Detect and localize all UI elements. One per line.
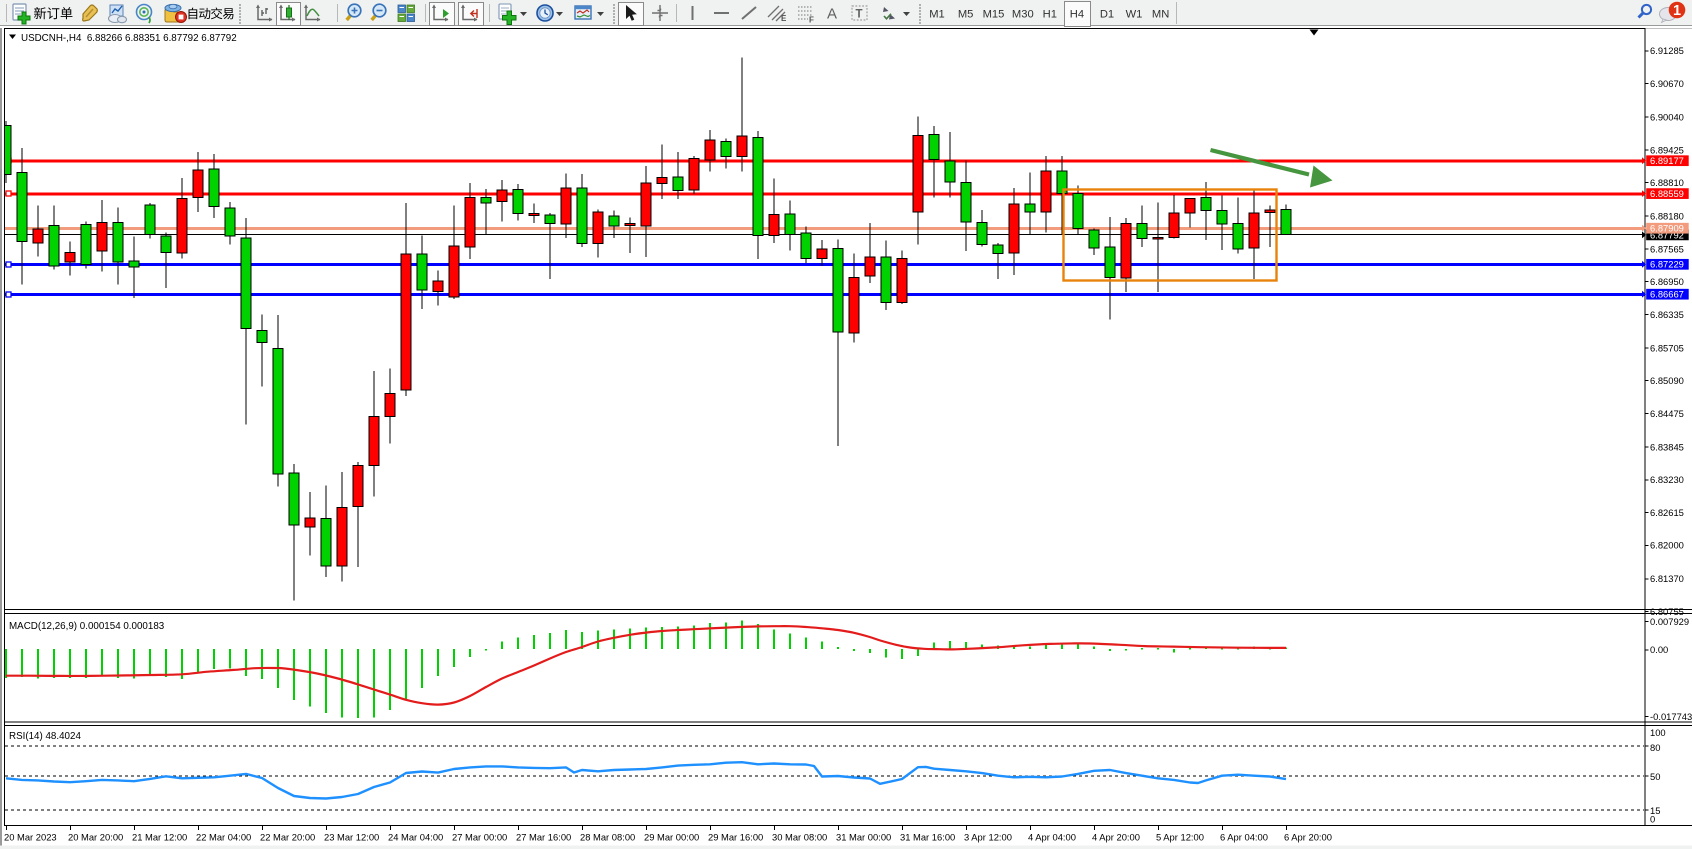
svg-text:6.86950: 6.86950 (1650, 276, 1684, 287)
svg-text:RSI(14) 48.4024: RSI(14) 48.4024 (9, 731, 81, 742)
svg-text:6.90040: 6.90040 (1650, 112, 1684, 123)
svg-text:27 Mar 00:00: 27 Mar 00:00 (452, 832, 507, 843)
svg-text:6.88559: 6.88559 (1650, 188, 1684, 199)
svg-text:H1: H1 (1043, 9, 1057, 21)
svg-text:-0.017743: -0.017743 (1650, 711, 1692, 722)
svg-text:T: T (856, 9, 863, 21)
svg-text:D1: D1 (1100, 9, 1114, 21)
svg-text:29 Mar 00:00: 29 Mar 00:00 (644, 832, 699, 843)
svg-text:W1: W1 (1126, 9, 1143, 21)
svg-text:80: 80 (1650, 742, 1660, 753)
svg-text:E: E (781, 14, 787, 23)
svg-text:6.87229: 6.87229 (1650, 259, 1684, 270)
svg-text:6.83230: 6.83230 (1650, 474, 1684, 485)
svg-text:15: 15 (1650, 805, 1660, 816)
svg-text:1: 1 (1673, 3, 1681, 19)
svg-text:23 Mar 12:00: 23 Mar 12:00 (324, 832, 379, 843)
svg-text:22 Mar 04:00: 22 Mar 04:00 (196, 832, 251, 843)
svg-text:22 Mar 20:00: 22 Mar 20:00 (260, 832, 315, 843)
svg-text:6.83845: 6.83845 (1650, 441, 1684, 452)
svg-text:0.007929: 0.007929 (1650, 616, 1689, 627)
svg-text:6.89425: 6.89425 (1650, 144, 1684, 155)
svg-text:MN: MN (1152, 9, 1169, 21)
svg-text:5 Apr 12:00: 5 Apr 12:00 (1156, 832, 1204, 843)
svg-text:H4: H4 (1070, 9, 1084, 21)
svg-text:6.87565: 6.87565 (1650, 243, 1684, 254)
svg-text:M15: M15 (983, 9, 1005, 21)
svg-text:100: 100 (1650, 727, 1666, 738)
svg-text:6.88180: 6.88180 (1650, 211, 1684, 222)
svg-text:6.82615: 6.82615 (1650, 507, 1684, 518)
svg-text:6.84475: 6.84475 (1650, 408, 1684, 419)
svg-text:3 Apr 12:00: 3 Apr 12:00 (964, 832, 1012, 843)
svg-text:F: F (809, 16, 814, 25)
svg-text:6.87792: 6.87792 (1650, 229, 1684, 240)
svg-text:A: A (827, 6, 837, 23)
svg-text:4 Apr 20:00: 4 Apr 20:00 (1092, 832, 1140, 843)
svg-text:6.91285: 6.91285 (1650, 45, 1684, 56)
svg-text:30 Mar 08:00: 30 Mar 08:00 (772, 832, 827, 843)
svg-text:20 Mar 2023: 20 Mar 2023 (4, 832, 57, 843)
svg-text:USDCNH-,H4 6.88266 6.88351 6.: USDCNH-,H4 6.88266 6.88351 6.87792 6.877… (21, 33, 237, 44)
svg-text:6.81370: 6.81370 (1650, 573, 1684, 584)
svg-text:MACD(12,26,9) 0.000154 0.00018: MACD(12,26,9) 0.000154 0.000183 (9, 621, 165, 632)
svg-text:21 Mar 12:00: 21 Mar 12:00 (132, 832, 187, 843)
svg-text:20 Mar 20:00: 20 Mar 20:00 (68, 832, 123, 843)
svg-text:6 Apr 04:00: 6 Apr 04:00 (1220, 832, 1268, 843)
svg-text:6 Apr 20:00: 6 Apr 20:00 (1284, 832, 1332, 843)
svg-text:31 Mar 16:00: 31 Mar 16:00 (900, 832, 955, 843)
svg-text:M5: M5 (958, 9, 974, 21)
svg-text:6.86667: 6.86667 (1650, 289, 1684, 300)
svg-text:M30: M30 (1012, 9, 1034, 21)
svg-text:M1: M1 (929, 9, 945, 21)
svg-text:0: 0 (1650, 813, 1655, 824)
svg-text:28 Mar 08:00: 28 Mar 08:00 (580, 832, 635, 843)
svg-text:6.80755: 6.80755 (1650, 606, 1684, 617)
svg-text:6.87909: 6.87909 (1650, 223, 1684, 234)
svg-text:4 Apr 04:00: 4 Apr 04:00 (1028, 832, 1076, 843)
svg-text:6.82000: 6.82000 (1650, 540, 1684, 551)
svg-text:6.89177: 6.89177 (1650, 155, 1684, 166)
svg-text:6.86335: 6.86335 (1650, 309, 1684, 320)
svg-text:29 Mar 16:00: 29 Mar 16:00 (708, 832, 763, 843)
svg-text:50: 50 (1650, 771, 1660, 782)
svg-text:6.88810: 6.88810 (1650, 177, 1684, 188)
svg-text:6.90670: 6.90670 (1650, 78, 1684, 89)
svg-text:24 Mar 04:00: 24 Mar 04:00 (388, 832, 443, 843)
svg-text:6.85090: 6.85090 (1650, 375, 1684, 386)
svg-text:27 Mar 16:00: 27 Mar 16:00 (516, 832, 571, 843)
svg-text:6.85705: 6.85705 (1650, 342, 1684, 353)
svg-text:0.00: 0.00 (1650, 644, 1668, 655)
svg-text:31 Mar 00:00: 31 Mar 00:00 (836, 832, 891, 843)
